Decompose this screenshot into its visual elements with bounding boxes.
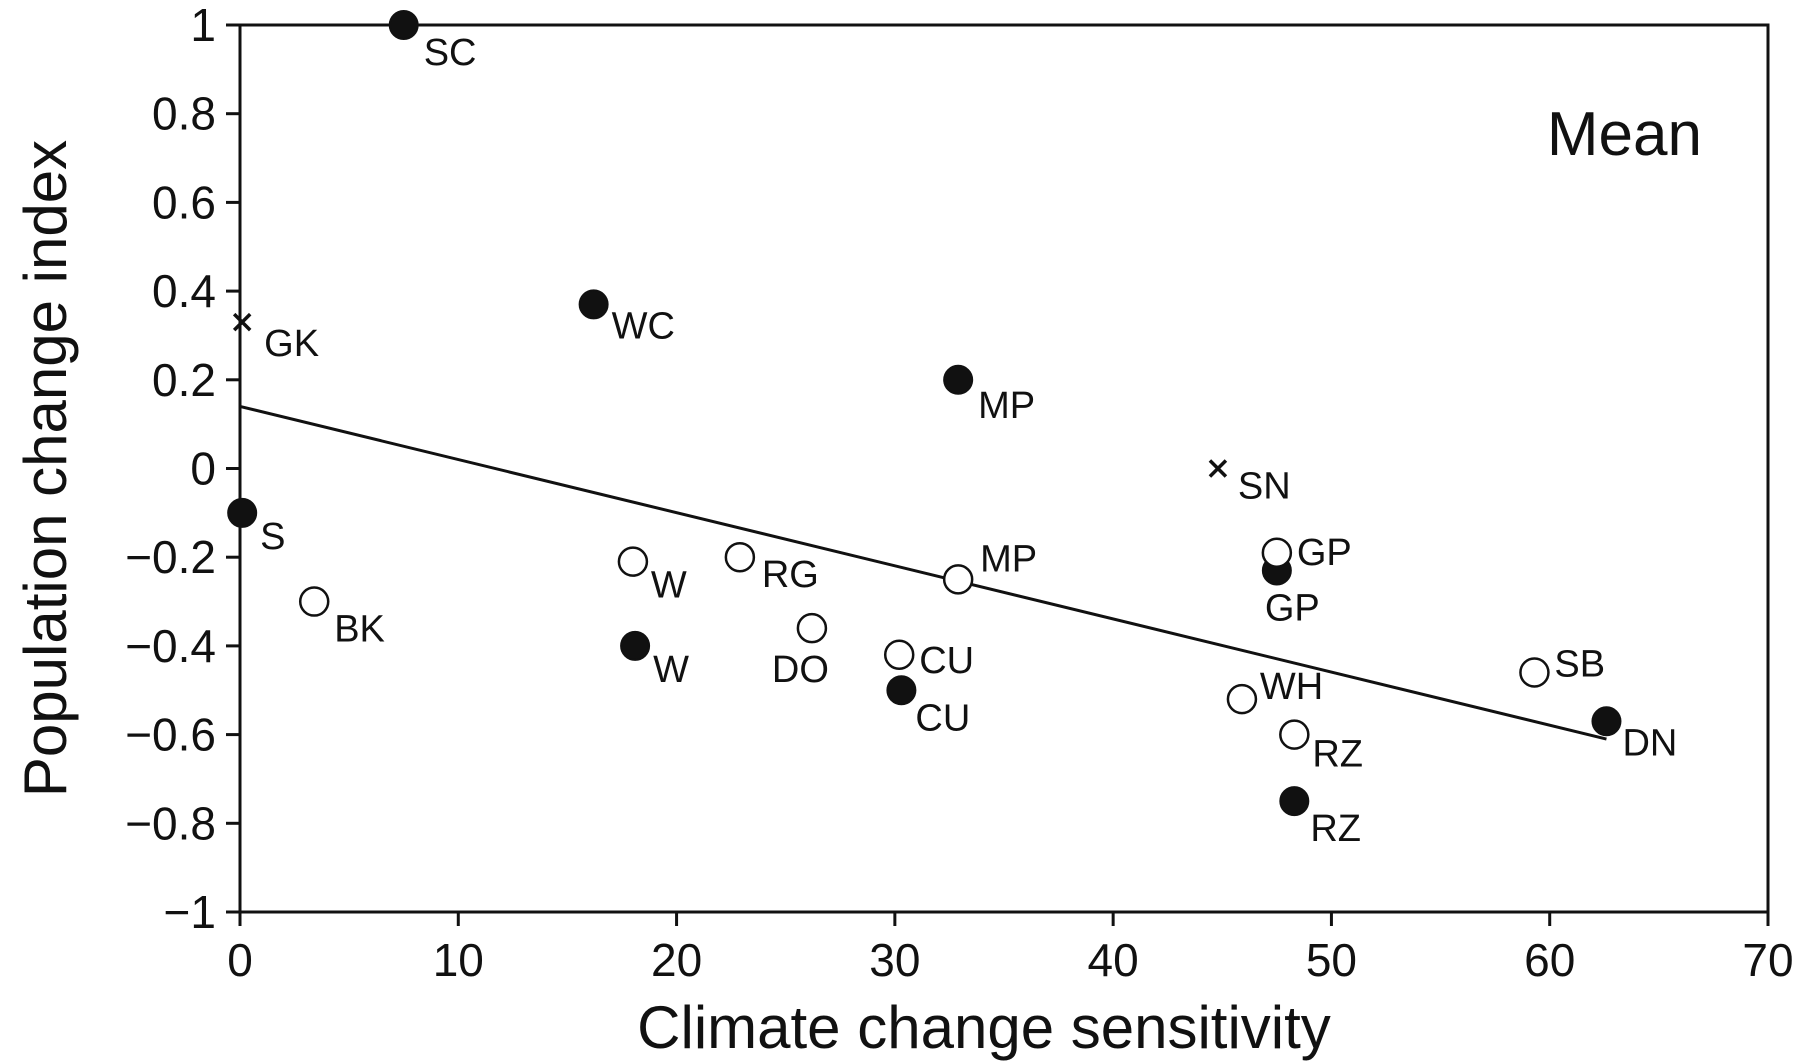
point-label: W <box>653 649 689 691</box>
y-tick-label: 0.4 <box>152 265 216 317</box>
trend-line <box>239 404 1607 741</box>
cross-marker <box>1208 459 1228 478</box>
y-tick-label: 0.6 <box>152 176 216 228</box>
filled-circle-marker <box>943 364 974 395</box>
x-axis-title: Climate change sensitivity <box>637 994 1331 1061</box>
filled-circle-marker <box>578 289 609 320</box>
filled-circle-marker <box>227 497 258 528</box>
y-tick-label: −0.4 <box>125 620 216 672</box>
open-circle-marker <box>724 541 756 573</box>
point-open-circle-rg: RG <box>724 541 819 596</box>
point-cross-sn: SN <box>1208 459 1291 508</box>
open-circle-marker <box>942 564 974 595</box>
x-tick-label: 0 <box>227 934 253 986</box>
point-open-circle-gp: GP <box>1261 532 1352 574</box>
point-filled-circle-mp: MP <box>943 364 1035 427</box>
filled-circle-marker <box>620 630 651 661</box>
point-open-circle-bk: BK <box>298 586 385 651</box>
cross-marker <box>232 312 252 332</box>
filled-circle-marker <box>1591 706 1622 737</box>
panel-label: Mean <box>1547 100 1702 169</box>
x-tick-label: 60 <box>1524 934 1575 986</box>
y-tick-label: 0.2 <box>152 354 216 406</box>
y-tick-label: 1 <box>190 0 216 51</box>
point-open-circle-wh: WH <box>1226 666 1323 715</box>
open-circle-marker <box>1519 657 1550 688</box>
point-filled-circle-w: W <box>620 630 689 691</box>
point-label: SB <box>1554 644 1605 686</box>
point-label: GP <box>1297 532 1352 574</box>
point-label: CU <box>915 697 970 739</box>
y-tick-label: 0 <box>190 443 216 495</box>
point-label: CU <box>919 640 974 682</box>
y-tick-label: −0.6 <box>125 709 216 761</box>
point-label: DO <box>772 649 829 691</box>
filled-circle-marker <box>1279 786 1310 817</box>
point-label: BK <box>334 609 385 651</box>
point-open-circle-do: DO <box>772 612 829 691</box>
x-tick-label: 20 <box>651 934 702 986</box>
point-label: SN <box>1238 466 1291 508</box>
point-label: MP <box>980 538 1037 580</box>
x-tick-label: 70 <box>1742 934 1793 986</box>
point-filled-circle-s: S <box>227 497 286 558</box>
axis-ticks: 10.80.60.40.20−0.2−0.4−0.6−0.8−10 10 20 30 4… <box>125 0 1793 986</box>
point-filled-circle-dn: DN <box>1591 706 1677 764</box>
point-label: DN <box>1622 722 1677 764</box>
x-tick-label: 30 <box>869 934 920 986</box>
y-tick-label: −0.2 <box>125 531 216 583</box>
point-label: SC <box>424 32 477 74</box>
open-circle-marker <box>796 612 828 644</box>
point-label: MP <box>978 385 1035 427</box>
point-cross-gk: GK <box>232 312 319 365</box>
point-open-circle-cu: CU <box>883 639 974 682</box>
point-filled-circle-rz: RZ <box>1279 786 1361 850</box>
x-tick-label: 10 <box>433 934 484 986</box>
open-circle-marker <box>298 586 330 617</box>
plot-frame <box>238 23 1770 914</box>
point-label: GP <box>1265 588 1320 630</box>
point-label: RZ <box>1310 808 1361 850</box>
open-circle-marker <box>1279 719 1310 750</box>
filled-circle-marker <box>886 675 917 706</box>
point-filled-circle-cu: CU <box>886 675 970 739</box>
y-tick-label: 0.8 <box>152 88 216 140</box>
y-tick-label: −0.8 <box>125 797 216 849</box>
point-open-circle-rz: RZ <box>1279 719 1363 776</box>
point-open-circle-mp: MP <box>942 538 1037 595</box>
point-label: WC <box>612 305 675 347</box>
open-circle-marker <box>1226 683 1258 715</box>
open-circle-marker <box>617 546 649 577</box>
y-axis-title: Population change index <box>12 140 79 797</box>
point-label: RG <box>762 554 819 596</box>
point-open-circle-w: W <box>617 546 687 607</box>
point-label: GK <box>264 323 319 365</box>
x-tick-label: 50 <box>1306 934 1357 986</box>
point-label: WH <box>1260 666 1323 708</box>
y-tick-label: −1 <box>164 886 216 938</box>
open-circle-marker <box>1261 537 1293 569</box>
point-label: S <box>260 516 285 558</box>
point-label: W <box>651 565 687 607</box>
point-label: RZ <box>1312 734 1363 776</box>
point-filled-circle-sc: SC <box>388 10 477 74</box>
x-tick-label: 40 <box>1088 934 1139 986</box>
open-circle-marker <box>883 639 915 671</box>
point-open-circle-sb: SB <box>1519 644 1605 688</box>
point-filled-circle-wc: WC <box>578 289 675 347</box>
data-points: SC WC MP S W CU GP RZ DN BK W RG DO MP CU GP WH RZ SB GK SN <box>227 10 1677 850</box>
